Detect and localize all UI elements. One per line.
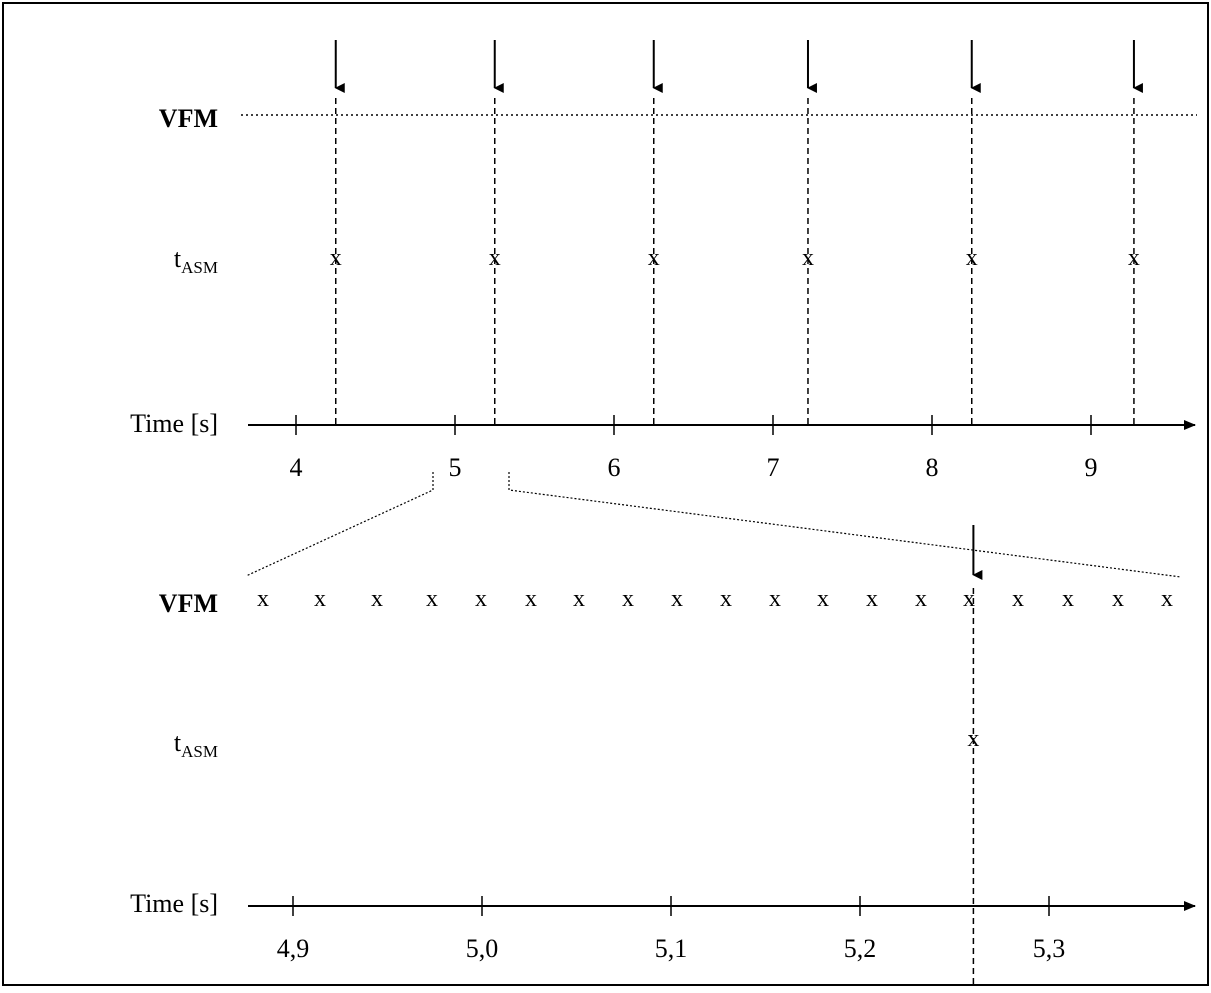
bottom-tick-label: 5,0 — [466, 934, 499, 963]
bottom-vfm-sample-marker: x — [720, 586, 732, 612]
top-tick-label: 8 — [926, 453, 939, 482]
bottom-vfm-sample-marker: x — [915, 586, 927, 612]
bottom-vfm-sample-marker: x — [314, 586, 326, 612]
bottom-tick-label: 5,2 — [844, 934, 877, 963]
bottom-vfm-sample-marker: x — [1012, 586, 1024, 612]
bottom-t-asm-label: tASM — [174, 728, 218, 761]
top-t-asm-marker: x — [330, 245, 342, 271]
bottom-vfm-sample-marker: x — [573, 586, 585, 612]
bottom-vfm-sample-marker: x — [1112, 586, 1124, 612]
zoom-connectors — [245, 472, 1182, 578]
bottom-axis-label: Time [s] — [130, 889, 218, 918]
top-tick-label: 4 — [290, 453, 303, 482]
zoom-connector-right — [508, 472, 1182, 578]
bottom-vfm-sample-marker: x — [1161, 586, 1173, 612]
zoom-connector-left — [245, 472, 434, 577]
bottom-vfm-sample-marker: x — [817, 586, 829, 612]
bottom-tick-label: 5,3 — [1033, 934, 1066, 963]
top-axis-label: Time [s] — [130, 409, 218, 438]
bottom-vfm-sample-marker: x — [371, 586, 383, 612]
top-tick-label: 7 — [767, 453, 780, 482]
top-panel: VFM tASM Time [s] 4 5 6 7 8 9 x x x x x x — [130, 40, 1197, 482]
top-t-asm-label: tASM — [174, 244, 218, 277]
top-t-asm-marker: x — [648, 245, 660, 271]
top-tick-label: 6 — [608, 453, 621, 482]
bottom-vfm-sample-marker: x — [525, 586, 537, 612]
bottom-vfm-sample-marker: x — [866, 586, 878, 612]
bottom-vfm-sample-marker: x — [622, 586, 634, 612]
bottom-tick-label: 4,9 — [277, 934, 310, 963]
top-tick-label: 5 — [449, 453, 462, 482]
bottom-t-asm-marker: x — [967, 726, 979, 752]
top-t-asm-marker: x — [489, 245, 501, 271]
bottom-vfm-sample-marker: x — [769, 586, 781, 612]
bottom-ticks: 4,9 5,0 5,1 5,2 5,3 — [277, 896, 1066, 963]
bottom-vfm-sample-marker: x — [671, 586, 683, 612]
bottom-vfm-sample-marker: x — [257, 586, 269, 612]
top-ticks: 4 5 6 7 8 9 — [290, 415, 1098, 482]
top-t-asm-marker: x — [966, 245, 978, 271]
top-t-asm-marker: x — [1128, 245, 1140, 271]
bottom-vfm-sample-marker: x — [426, 586, 438, 612]
bottom-vfm-sample-marker: x — [475, 586, 487, 612]
bottom-tick-label: 5,1 — [655, 934, 688, 963]
bottom-events: x — [967, 525, 983, 988]
top-t-asm-marker: x — [802, 245, 814, 271]
bottom-vfm-label: VFM — [159, 589, 218, 618]
top-tick-label: 9 — [1085, 453, 1098, 482]
bottom-vfm-sample-marker: x — [963, 586, 975, 612]
top-vfm-label: VFM — [159, 104, 218, 133]
bottom-panel: VFM x x x x x x x x x x x x x x x x x x x tASM Time [s] 4,… — [130, 525, 1196, 988]
bottom-vfm-sample-marker: x — [1062, 586, 1074, 612]
